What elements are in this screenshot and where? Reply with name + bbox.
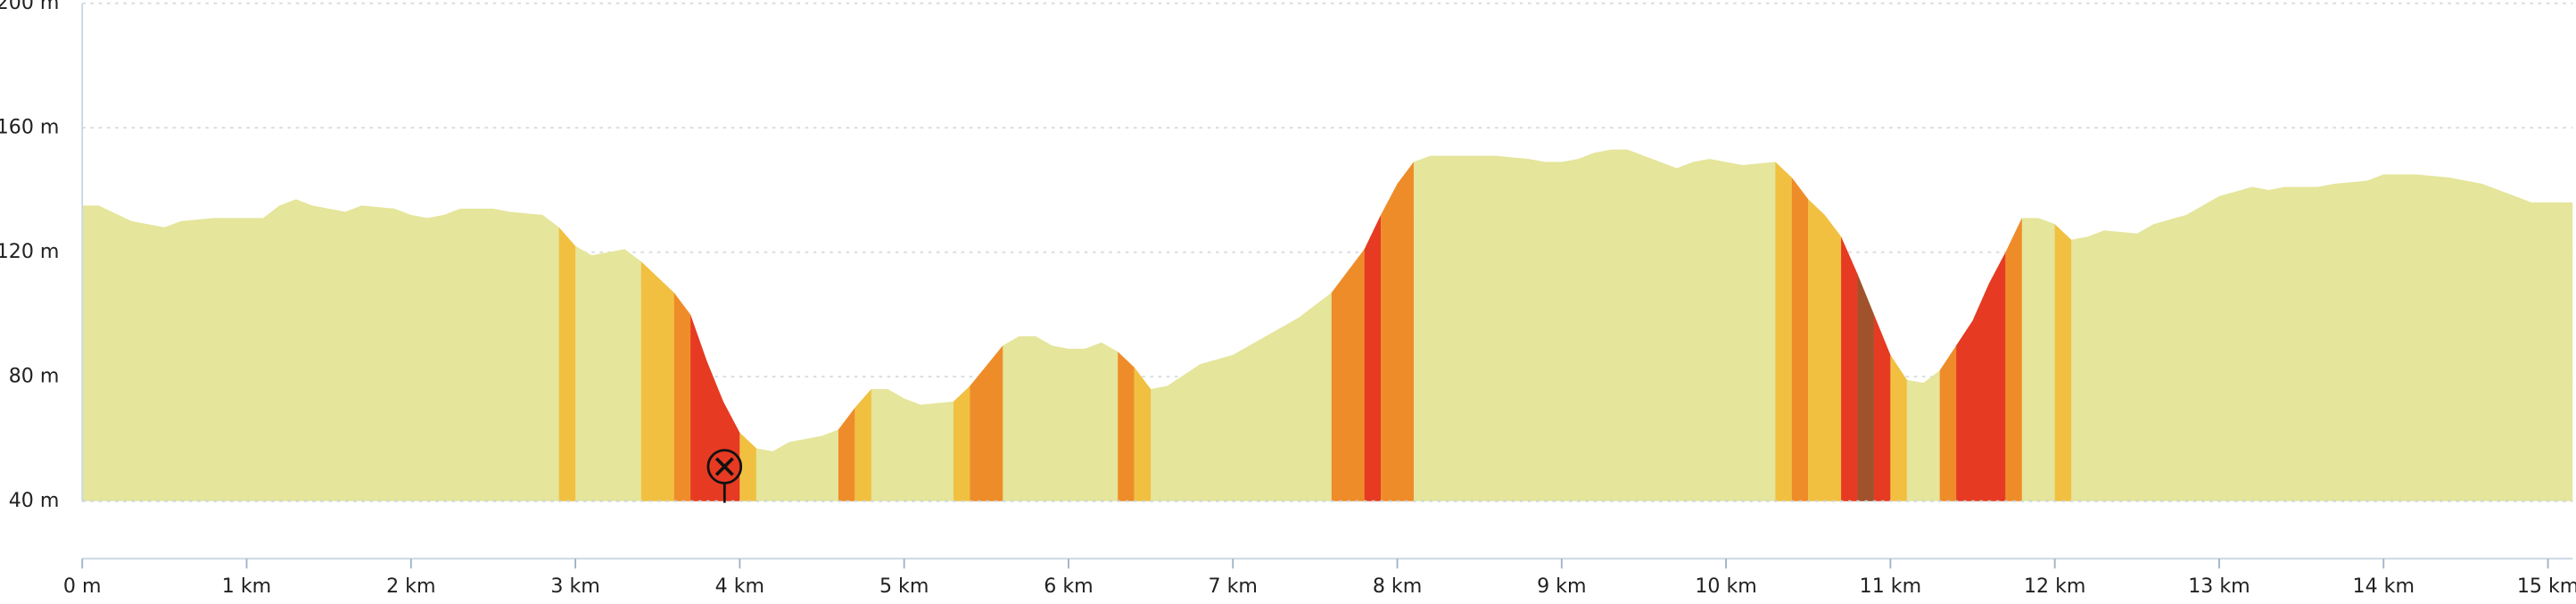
x-tick-label: 14 km xyxy=(2353,575,2415,598)
grade-segment xyxy=(640,261,674,501)
grade-segment xyxy=(1873,314,1891,501)
grade-segment xyxy=(855,389,871,501)
grade-segment xyxy=(953,385,970,501)
grade-segment xyxy=(2005,218,2022,501)
grade-segment xyxy=(1890,354,1907,501)
x-tick-label: 8 km xyxy=(1373,575,1422,598)
x-tick-label: 6 km xyxy=(1044,575,1093,598)
x-tick-label: 2 km xyxy=(386,575,435,598)
grade-segment xyxy=(1364,214,1382,501)
grade-segment xyxy=(1939,345,1957,501)
grade-segment xyxy=(970,345,1003,501)
grade-segment xyxy=(1808,199,1842,501)
x-tick-label: 10 km xyxy=(1695,575,1756,598)
grade-segment xyxy=(1791,177,1809,501)
x-tick-label: 0 m xyxy=(63,575,102,598)
x-tick-label: 3 km xyxy=(550,575,599,598)
grade-segment xyxy=(1331,249,1365,501)
elevation-area xyxy=(82,149,2573,501)
y-tick-label: 160 m xyxy=(0,116,59,139)
grade-segment xyxy=(1857,274,1874,501)
grade-segment xyxy=(1118,352,1135,501)
grade-segment xyxy=(1775,161,1792,501)
x-tick-label: 12 km xyxy=(2024,575,2085,598)
grade-segment xyxy=(1841,236,1858,501)
y-tick-label: 80 m xyxy=(9,365,60,388)
grade-segment xyxy=(1381,161,1414,501)
grade-segment xyxy=(1134,367,1152,501)
marker-icon xyxy=(706,449,743,503)
x-tick-label: 4 km xyxy=(715,575,764,598)
grade-segment xyxy=(838,408,855,501)
x-tick-label: 9 km xyxy=(1537,575,1586,598)
grade-segment xyxy=(558,227,576,501)
x-tick-label: 15 km xyxy=(2517,575,2576,598)
x-tick-label: 7 km xyxy=(1209,575,1258,598)
y-tick-label: 120 m xyxy=(0,240,59,263)
grade-segment xyxy=(1956,252,2006,501)
grade-segment xyxy=(2054,224,2072,501)
x-tick-label: 5 km xyxy=(879,575,929,598)
x-tick-label: 13 km xyxy=(2188,575,2250,598)
y-tick-label: 40 m xyxy=(9,489,60,512)
x-tick-label: 11 km xyxy=(1860,575,1921,598)
y-tick-label: 200 m xyxy=(0,0,59,14)
grade-segment xyxy=(739,432,756,501)
x-tick-label: 1 km xyxy=(222,575,271,598)
grade-segment xyxy=(673,293,691,501)
